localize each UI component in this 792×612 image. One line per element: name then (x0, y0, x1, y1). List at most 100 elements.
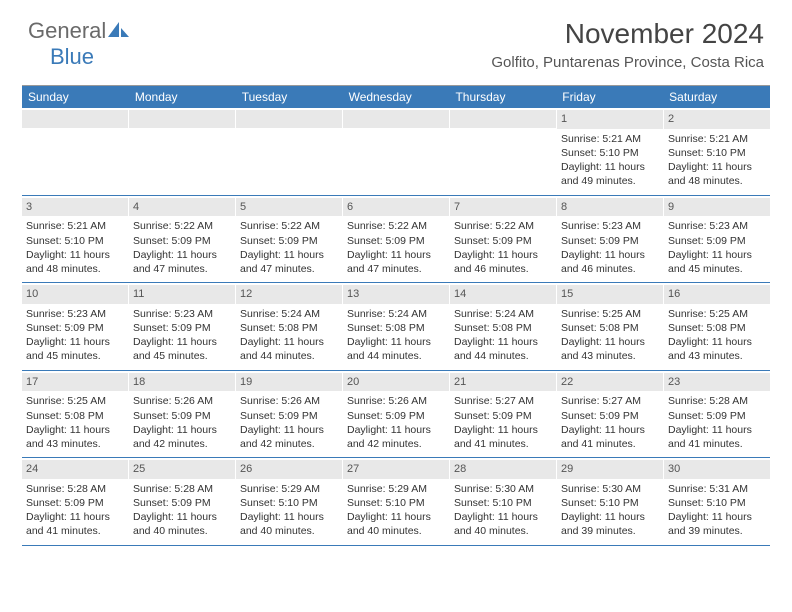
day-cell: 2Sunrise: 5:21 AMSunset: 5:10 PMDaylight… (664, 108, 770, 195)
month-title: November 2024 (491, 18, 764, 50)
day-details: Sunrise: 5:29 AMSunset: 5:10 PMDaylight:… (240, 482, 338, 539)
day-cell: 10 Sunrise: 5:23 AMSunset: 5:09 PMDayligh… (22, 283, 129, 370)
day-number: 10 (22, 285, 128, 304)
sunrise-text: Sunrise: 5:25 AM (561, 307, 659, 321)
daylight-text: Daylight: 11 hours and 42 minutes. (347, 423, 445, 451)
sunrise-text: Sunrise: 5:27 AM (561, 394, 659, 408)
day-number: 8 (557, 198, 663, 217)
day-cell: 17Sunrise: 5:25 AMSunset: 5:08 PMDayligh… (22, 371, 129, 458)
day-details: Sunrise: 5:21 AMSunset: 5:10 PMDaylight:… (668, 132, 766, 189)
day-cell (343, 108, 450, 195)
day-details: Sunrise: 5:23 AMSunset: 5:09 PMDaylight:… (668, 219, 766, 276)
day-cell: 27Sunrise: 5:29 AMSunset: 5:10 PMDayligh… (343, 458, 450, 545)
daylight-text: Daylight: 11 hours and 43 minutes. (26, 423, 124, 451)
day-header: Sunday (22, 86, 129, 108)
day-number (129, 110, 235, 128)
daylight-text: Daylight: 11 hours and 41 minutes. (26, 510, 124, 538)
day-cell (22, 108, 129, 195)
sunrise-text: Sunrise: 5:28 AM (133, 482, 231, 496)
week-row: 10 Sunrise: 5:23 AMSunset: 5:09 PMDayligh… (22, 283, 770, 371)
day-number: 7 (450, 198, 556, 217)
daylight-text: Daylight: 11 hours and 44 minutes. (347, 335, 445, 363)
day-cell: 18Sunrise: 5:26 AMSunset: 5:09 PMDayligh… (129, 371, 236, 458)
header: General Blue November 2024 Golfito, Punt… (0, 0, 792, 77)
day-cell: 26 Sunrise: 5:29 AMSunset: 5:10 PMDayligh… (236, 458, 343, 545)
daylight-text: Daylight: 11 hours and 39 minutes. (561, 510, 659, 538)
sunrise-text: Sunrise: 5:21 AM (561, 132, 659, 146)
day-details: Sunrise: 5:28 AMSunset: 5:09 PMDaylight:… (668, 394, 766, 451)
daylight-text: Daylight: 11 hours and 40 minutes. (454, 510, 552, 538)
day-number (343, 110, 449, 128)
sunset-text: Sunset: 5:09 PM (26, 496, 124, 510)
day-details: Sunrise: 5:21 AMSunset: 5:10 PMDaylight:… (561, 132, 659, 189)
day-details: Sunrise: 5:25 AMSunset: 5:08 PMDaylight:… (668, 307, 766, 364)
sunset-text: Sunset: 5:09 PM (454, 234, 552, 248)
sunset-text: Sunset: 5:10 PM (347, 496, 445, 510)
day-number (236, 110, 342, 128)
sunrise-text: Sunrise: 5:26 AM (133, 394, 231, 408)
day-number: 21 (450, 373, 556, 392)
daylight-text: Daylight: 11 hours and 48 minutes. (26, 248, 124, 276)
sunset-text: Sunset: 5:10 PM (668, 146, 766, 160)
day-number: 26 (236, 460, 342, 479)
daylight-text: Daylight: 11 hours and 47 minutes. (133, 248, 231, 276)
day-number: 27 (343, 460, 449, 479)
sunset-text: Sunset: 5:09 PM (347, 409, 445, 423)
week-row: 1Sunrise: 5:21 AMSunset: 5:10 PMDaylight… (22, 108, 770, 196)
day-cell: 14Sunrise: 5:24 AMSunset: 5:08 PMDayligh… (450, 283, 557, 370)
sunrise-text: Sunrise: 5:26 AM (347, 394, 445, 408)
week-row: 24Sunrise: 5:28 AMSunset: 5:09 PMDayligh… (22, 458, 770, 546)
day-number: 15 (557, 285, 663, 304)
sunset-text: Sunset: 5:08 PM (561, 321, 659, 335)
day-cell: 6Sunrise: 5:22 AMSunset: 5:09 PMDaylight… (343, 196, 450, 283)
day-cell: 12Sunrise: 5:24 AMSunset: 5:08 PMDayligh… (236, 283, 343, 370)
daylight-text: Daylight: 11 hours and 43 minutes. (668, 335, 766, 363)
sunset-text: Sunset: 5:10 PM (240, 496, 338, 510)
day-number: 1 (557, 110, 663, 129)
sunrise-text: Sunrise: 5:29 AM (347, 482, 445, 496)
day-number: 4 (129, 198, 235, 217)
day-cell: 21Sunrise: 5:27 AMSunset: 5:09 PMDayligh… (450, 371, 557, 458)
day-number: 24 (22, 460, 128, 479)
sunset-text: Sunset: 5:08 PM (347, 321, 445, 335)
sunrise-text: Sunrise: 5:30 AM (454, 482, 552, 496)
daylight-text: Daylight: 11 hours and 48 minutes. (668, 160, 766, 188)
day-cell: 24Sunrise: 5:28 AMSunset: 5:09 PMDayligh… (22, 458, 129, 545)
day-cell: 16Sunrise: 5:25 AMSunset: 5:08 PMDayligh… (664, 283, 770, 370)
day-cell: 13Sunrise: 5:24 AMSunset: 5:08 PMDayligh… (343, 283, 450, 370)
day-header: Thursday (449, 86, 556, 108)
day-details: Sunrise: 5:30 AMSunset: 5:10 PMDaylight:… (561, 482, 659, 539)
brand-general: General (28, 18, 106, 43)
day-details: Sunrise: 5:26 AMSunset: 5:09 PMDaylight:… (240, 394, 338, 451)
sunrise-text: Sunrise: 5:23 AM (26, 307, 124, 321)
day-details: Sunrise: 5:31 AMSunset: 5:10 PMDaylight:… (668, 482, 766, 539)
sunset-text: Sunset: 5:09 PM (347, 234, 445, 248)
day-details: Sunrise: 5:23 AMSunset: 5:09 PMDaylight:… (26, 307, 124, 364)
sunrise-text: Sunrise: 5:29 AM (240, 482, 338, 496)
day-cell: 20Sunrise: 5:26 AMSunset: 5:09 PMDayligh… (343, 371, 450, 458)
day-header: Monday (129, 86, 236, 108)
sunrise-text: Sunrise: 5:25 AM (668, 307, 766, 321)
sunset-text: Sunset: 5:09 PM (133, 409, 231, 423)
daylight-text: Daylight: 11 hours and 44 minutes. (240, 335, 338, 363)
sunrise-text: Sunrise: 5:22 AM (347, 219, 445, 233)
sunset-text: Sunset: 5:09 PM (240, 409, 338, 423)
day-details: Sunrise: 5:23 AMSunset: 5:09 PMDaylight:… (133, 307, 231, 364)
day-details: Sunrise: 5:30 AMSunset: 5:10 PMDaylight:… (454, 482, 552, 539)
day-details: Sunrise: 5:22 AMSunset: 5:09 PMDaylight:… (240, 219, 338, 276)
daylight-text: Daylight: 11 hours and 45 minutes. (26, 335, 124, 363)
day-number: 23 (664, 373, 770, 392)
sunrise-text: Sunrise: 5:23 AM (133, 307, 231, 321)
sunrise-text: Sunrise: 5:25 AM (26, 394, 124, 408)
day-number: 30 (664, 460, 770, 479)
day-number: 5 (236, 198, 342, 217)
daylight-text: Daylight: 11 hours and 43 minutes. (561, 335, 659, 363)
sunrise-text: Sunrise: 5:24 AM (454, 307, 552, 321)
day-number: 17 (22, 373, 128, 392)
sunset-text: Sunset: 5:09 PM (454, 409, 552, 423)
sunset-text: Sunset: 5:09 PM (668, 234, 766, 248)
sunrise-text: Sunrise: 5:24 AM (240, 307, 338, 321)
day-details: Sunrise: 5:24 AMSunset: 5:08 PMDaylight:… (240, 307, 338, 364)
daylight-text: Daylight: 11 hours and 44 minutes. (454, 335, 552, 363)
day-number (22, 110, 128, 128)
